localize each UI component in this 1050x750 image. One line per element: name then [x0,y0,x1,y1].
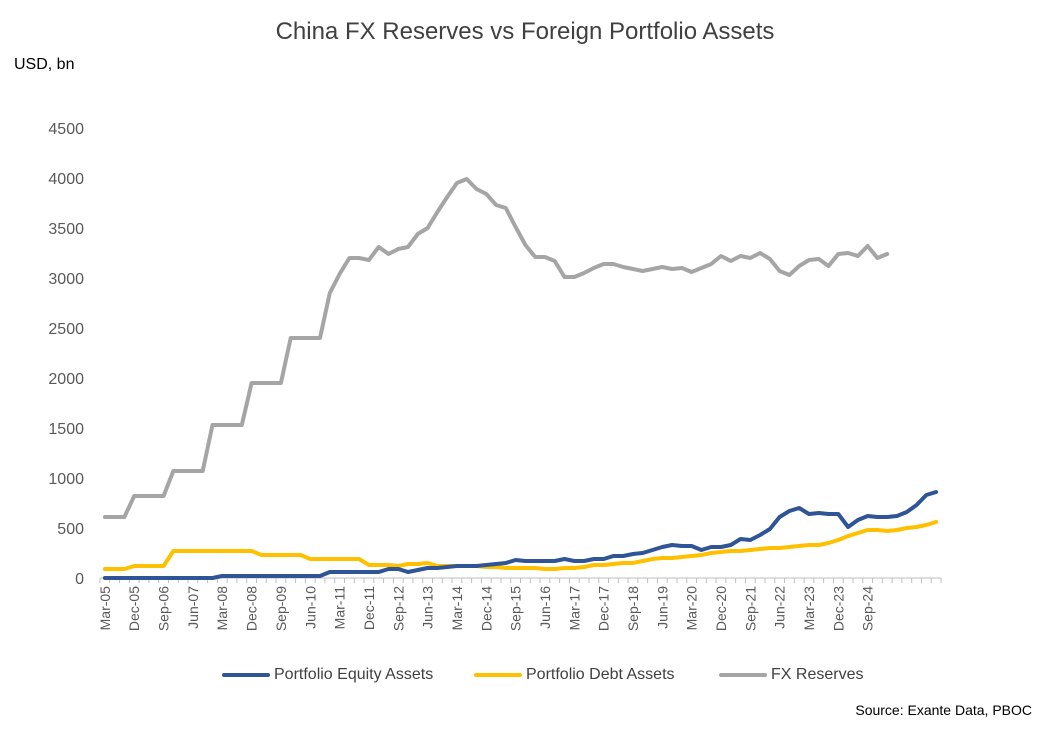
x-tick-label: Dec-08 [244,586,260,631]
y-tick-label: 0 [75,571,84,588]
x-tick-label: Mar-20 [684,586,700,631]
legend-label-fx: FX Reserves [771,666,864,683]
x-tick-label: Sep-24 [860,586,876,631]
legend-label-debt: Portfolio Debt Assets [526,666,675,683]
legend-swatch-equity [222,673,270,677]
x-tick-label: Mar-23 [801,586,817,631]
x-tick-label: Jun-16 [537,586,553,629]
x-tick-label: Sep-06 [156,586,172,631]
chart-legend: Portfolio Equity Assets Portfolio Debt A… [0,666,1050,690]
legend-item-debt: Portfolio Debt Assets [474,666,675,684]
x-tick-label: Sep-15 [508,586,524,631]
x-tick-label: Jun-22 [772,586,788,629]
series-line-fx-reserves [102,177,890,519]
y-tick-label: 500 [57,521,84,538]
x-tick-label: Sep-21 [742,586,758,631]
x-tick-label: Mar-14 [449,586,465,631]
x-tick-label: Dec-11 [361,586,377,630]
y-tick-label: 1000 [48,471,84,488]
legend-item-equity: Portfolio Equity Assets [222,666,433,684]
y-tick-label: 3500 [48,221,84,238]
x-tick-label: Mar-08 [214,586,230,631]
x-tick-label: Dec-23 [830,586,846,631]
source-note: Source: Exante Data, PBOC [855,702,1032,718]
x-tick-label: Sep-09 [273,586,289,631]
legend-label-equity: Portfolio Equity Assets [274,666,434,683]
series-line-portfolio-equity-assets [102,490,939,580]
x-tick-label: Dec-17 [596,586,612,631]
y-tick-label: 2000 [48,371,84,388]
x-tick-label: Dec-20 [713,586,729,631]
y-tick-label: 3000 [48,271,84,288]
x-tick-label: Mar-11 [332,586,348,630]
x-tick-label: Jun-19 [654,586,670,629]
y-tick-label: 2500 [48,321,84,338]
x-tick-label: Sep-12 [390,586,406,631]
x-tick-label: Dec-05 [126,586,142,631]
y-axis-label: USD, bn [14,56,75,73]
series-line-portfolio-debt-assets [102,520,939,571]
y-tick-label: 4000 [48,171,84,188]
x-tick-label: Jun-13 [420,586,436,629]
x-tick-label: Jun-07 [185,586,201,629]
legend-swatch-fx [719,673,767,677]
legend-item-fx: FX Reserves [719,666,863,684]
y-tick-label: 1500 [48,421,84,438]
x-tick-label: Sep-18 [625,586,641,631]
legend-swatch-debt [474,673,522,677]
y-tick-label: 4500 [48,121,84,138]
chart-title: China FX Reserves vs Foreign Portfolio A… [275,18,775,45]
x-tick-label: Mar-17 [566,586,582,631]
x-tick-label: Mar-05 [97,586,113,631]
x-tick-label: Jun-10 [302,586,318,629]
x-tick-label: Dec-14 [478,586,494,631]
